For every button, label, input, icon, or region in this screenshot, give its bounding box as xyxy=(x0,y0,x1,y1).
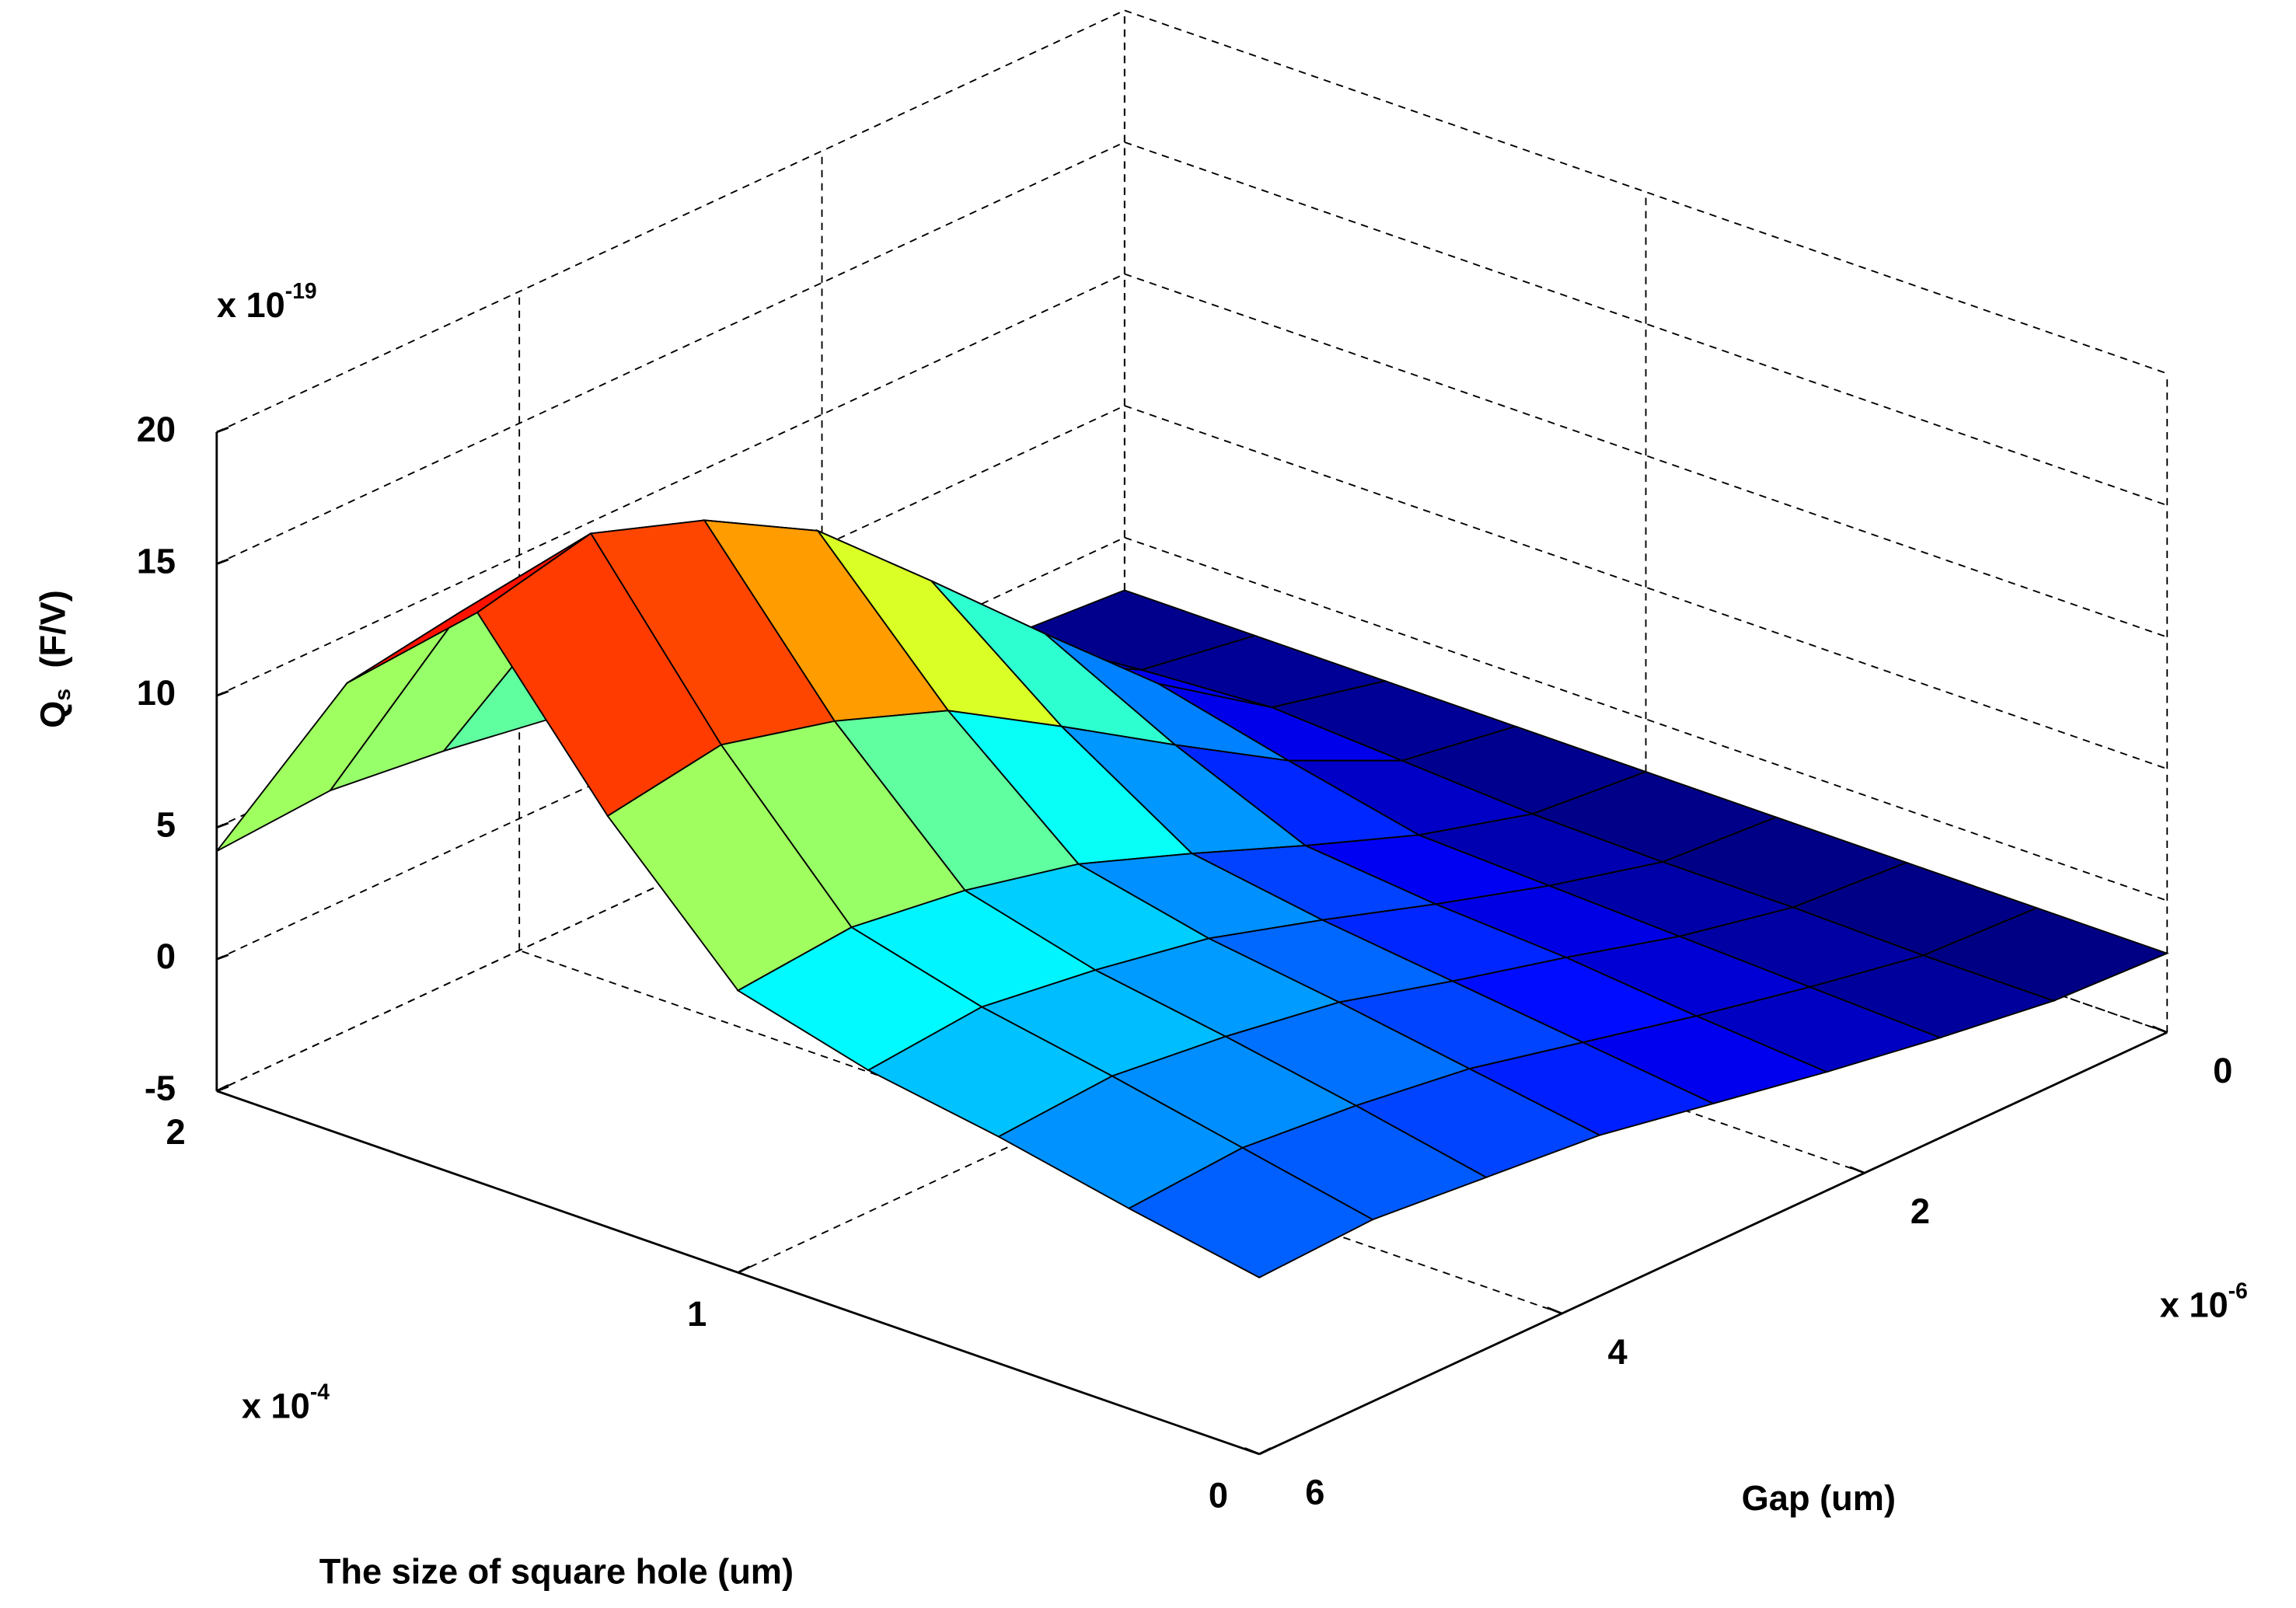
z-tick-label: 5 xyxy=(156,805,176,845)
z-label-main: Q xyxy=(33,701,73,728)
z-tick-label: 20 xyxy=(137,410,176,449)
y-tick xyxy=(216,1083,229,1093)
z-tick-label: 15 xyxy=(137,541,176,581)
x-exponent-base: x 10 xyxy=(2160,1285,2228,1325)
y-axis-title: The size of square hole (um) xyxy=(319,1551,794,1591)
x-tick xyxy=(1244,1447,1260,1456)
grid-line xyxy=(216,273,1125,696)
x-tick xyxy=(2151,1025,2168,1034)
y-tick-label: 1 xyxy=(687,1294,707,1334)
z-exponent: x 10-19 xyxy=(217,278,317,324)
x-tick xyxy=(1547,1306,1563,1315)
x-tick-label: 0 xyxy=(2213,1051,2232,1090)
grid-line xyxy=(216,141,1125,565)
z-exponent-power: -19 xyxy=(285,278,317,303)
y-tick-label: 2 xyxy=(166,1112,186,1152)
z-tick xyxy=(216,427,229,434)
grid-line xyxy=(216,9,1125,433)
y-exponent-power: -4 xyxy=(310,1380,330,1404)
z-label-sub: s xyxy=(50,689,75,701)
z-tick-label: 10 xyxy=(137,673,176,713)
x-tick-label: 2 xyxy=(1910,1191,1930,1231)
x-axis-title: Gap (um) xyxy=(1742,1478,1896,1518)
y-tick xyxy=(1258,1447,1272,1456)
z-tick-label: 0 xyxy=(156,937,176,976)
x-tick-label: 4 xyxy=(1608,1332,1628,1372)
z-tick xyxy=(216,690,229,697)
z-tick xyxy=(216,558,229,565)
x-tick-label: 6 xyxy=(1305,1473,1324,1512)
x-tick xyxy=(1849,1166,1865,1174)
z-tick-label: -5 xyxy=(145,1069,176,1108)
y-exponent: x 10-4 xyxy=(242,1380,330,1425)
surface xyxy=(216,519,2169,1278)
z-exponent-base: x 10 xyxy=(217,285,285,325)
z-tick xyxy=(216,821,229,828)
y-tick-label: 0 xyxy=(1209,1475,1228,1515)
x-axis xyxy=(1258,1031,2168,1456)
z-axis-title: Qs (F/V) xyxy=(33,590,75,728)
grid-line xyxy=(216,405,1125,828)
x-exponent-power: -6 xyxy=(2228,1278,2248,1303)
x-exponent: x 10-6 xyxy=(2160,1278,2248,1324)
z-tick xyxy=(216,954,229,961)
surface-face xyxy=(1127,1146,1375,1278)
y-exponent-base: x 10 xyxy=(242,1387,310,1426)
z-label-unit: (F/V) xyxy=(33,590,73,668)
y-tick xyxy=(737,1265,751,1274)
